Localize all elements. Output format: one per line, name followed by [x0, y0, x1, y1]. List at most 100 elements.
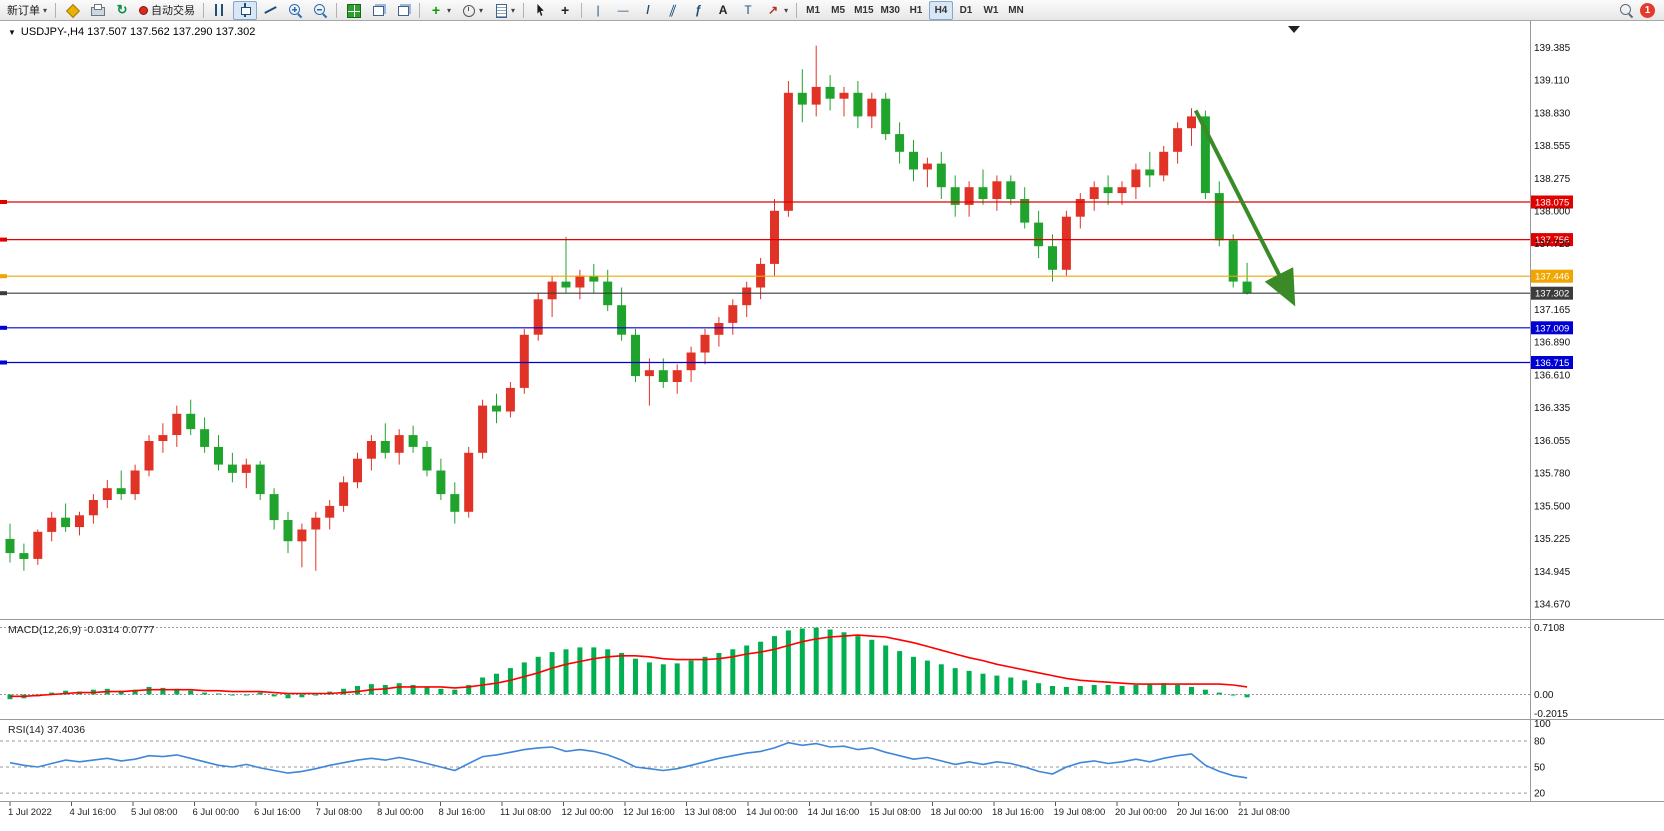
macd-histogram-bar: [1036, 683, 1042, 695]
candle-body: [366, 441, 376, 459]
candle-body: [227, 464, 237, 473]
indicators-button[interactable]: [424, 1, 455, 20]
timeframe-m15[interactable]: M15: [851, 1, 876, 20]
candle-body: [742, 287, 752, 306]
time-axis-label: 14 Jul 16:00: [808, 807, 860, 818]
macd-histogram-bar: [897, 651, 903, 695]
print-button[interactable]: [85, 1, 109, 20]
chevron-down-icon: [43, 4, 47, 16]
macd-axis-label: 0.00: [1534, 690, 1554, 701]
autotrading-status-icon: [139, 5, 149, 15]
candle-body: [33, 531, 43, 559]
cascade-windows-button[interactable]: [366, 1, 390, 20]
search-icon[interactable]: [1618, 2, 1634, 18]
zoom-out-button[interactable]: [308, 1, 332, 20]
candle-body: [644, 370, 654, 377]
periods-button[interactable]: [456, 1, 487, 20]
time-axis-label: 11 Jul 08:00: [500, 807, 551, 818]
arrange-windows-button[interactable]: [391, 1, 415, 20]
horizontal-line-tool-button[interactable]: [611, 1, 635, 20]
bar-chart-icon: [212, 2, 228, 18]
candle-body: [200, 429, 210, 447]
macd-histogram-bar: [229, 694, 235, 696]
vertical-line-tool-button[interactable]: [586, 1, 610, 20]
templates-button[interactable]: [488, 1, 519, 20]
macd-histogram-bar: [146, 686, 152, 695]
time-axis-label: 7 Jul 08:00: [316, 807, 362, 818]
candle-body: [75, 515, 84, 528]
candle-body: [811, 86, 821, 105]
toolbar-separator: [419, 2, 421, 18]
bar-chart-button[interactable]: [208, 1, 232, 20]
line-chart-button[interactable]: [258, 1, 282, 20]
chart-canvas[interactable]: 138.075 137.756 137.446 137.009 136.715 137.3…: [0, 21, 1664, 831]
candle-body: [672, 370, 682, 382]
timeframe-m5[interactable]: M5: [826, 1, 850, 20]
chart-area[interactable]: 138.075 137.756 137.446 137.009 136.715 137.3…: [0, 21, 1664, 831]
trend-arrow[interactable]: [1193, 109, 1296, 307]
timeframe-d1[interactable]: D1: [954, 1, 978, 20]
text-tool-button[interactable]: [711, 1, 735, 20]
chevron-down-icon: [784, 4, 788, 16]
crosshair-tool-button[interactable]: [553, 1, 577, 20]
macd-histogram-bar: [577, 647, 583, 695]
price-level-badge-label: 137.446: [1535, 272, 1569, 283]
template-icon: [492, 2, 508, 18]
price-level-badge: [1531, 233, 1573, 247]
toolbar-separator: [796, 2, 798, 18]
macd-histogram-bar: [605, 649, 611, 695]
autotrading-button[interactable]: 自动交易: [135, 1, 199, 20]
candle-body: [311, 517, 321, 530]
fibonacci-tool-button[interactable]: [686, 1, 710, 20]
tile-windows-button[interactable]: [341, 1, 365, 20]
add-indicator-icon: [428, 2, 444, 18]
new-chart-button[interactable]: [60, 1, 84, 20]
candle-body: [102, 488, 112, 500]
cursor-tool-button[interactable]: [528, 1, 552, 20]
candle-body: [505, 387, 515, 412]
candle-body: [909, 151, 918, 170]
price-axis-label: 136.335: [1534, 403, 1571, 414]
price-axis-label: 135.225: [1534, 534, 1571, 545]
timeframe-m1[interactable]: M1: [801, 1, 825, 20]
candlestick-chart-button[interactable]: [233, 0, 258, 20]
macd-histogram-bar: [799, 628, 805, 695]
candle-body: [561, 281, 571, 288]
timeframe-h4[interactable]: H4: [928, 0, 953, 20]
macd-histogram-bar: [382, 685, 388, 695]
macd-axis-label: 0.7108: [1534, 623, 1565, 634]
candle-body: [728, 305, 738, 323]
rsi-label: RSI(14) 37.4036: [8, 724, 85, 736]
macd-histogram-bar: [1230, 694, 1236, 696]
macd-histogram-bar: [1202, 689, 1208, 695]
candle-body: [1159, 151, 1169, 176]
trendline-tool-button[interactable]: [636, 1, 660, 20]
price-axis-label: 136.890: [1534, 337, 1571, 348]
macd-histogram-bar: [63, 690, 69, 695]
macd-histogram-bar: [494, 673, 499, 695]
price-level-badge: [1531, 269, 1573, 283]
timeframe-h1[interactable]: H1: [904, 1, 928, 20]
macd-histogram-bar: [924, 660, 930, 695]
refresh-button[interactable]: [110, 1, 134, 20]
candle-body: [547, 281, 557, 300]
zoom-in-button[interactable]: [283, 1, 307, 20]
channel-tool-button[interactable]: [661, 1, 685, 20]
shapes-tool-button[interactable]: [761, 1, 792, 20]
candle-body: [464, 452, 474, 512]
timeframe-m30[interactable]: M30: [878, 1, 903, 20]
text-label-icon: [740, 2, 756, 18]
price-axis-label: 138.555: [1534, 141, 1571, 152]
line-left-marker: [0, 360, 7, 365]
notification-badge[interactable]: 1: [1640, 2, 1655, 18]
timeframe-w1[interactable]: W1: [979, 1, 1003, 20]
candle-body: [88, 500, 98, 516]
macd-histogram-bar: [966, 670, 972, 695]
candle-body: [172, 413, 182, 435]
candle-body: [1089, 187, 1099, 199]
label-tool-button[interactable]: [736, 1, 760, 20]
chart-shift-icon[interactable]: [1288, 26, 1300, 33]
timeframe-mn[interactable]: MN: [1004, 1, 1028, 20]
new-order-button[interactable]: 新订单: [3, 1, 51, 20]
collapse-panel-icon[interactable]: [8, 26, 16, 38]
